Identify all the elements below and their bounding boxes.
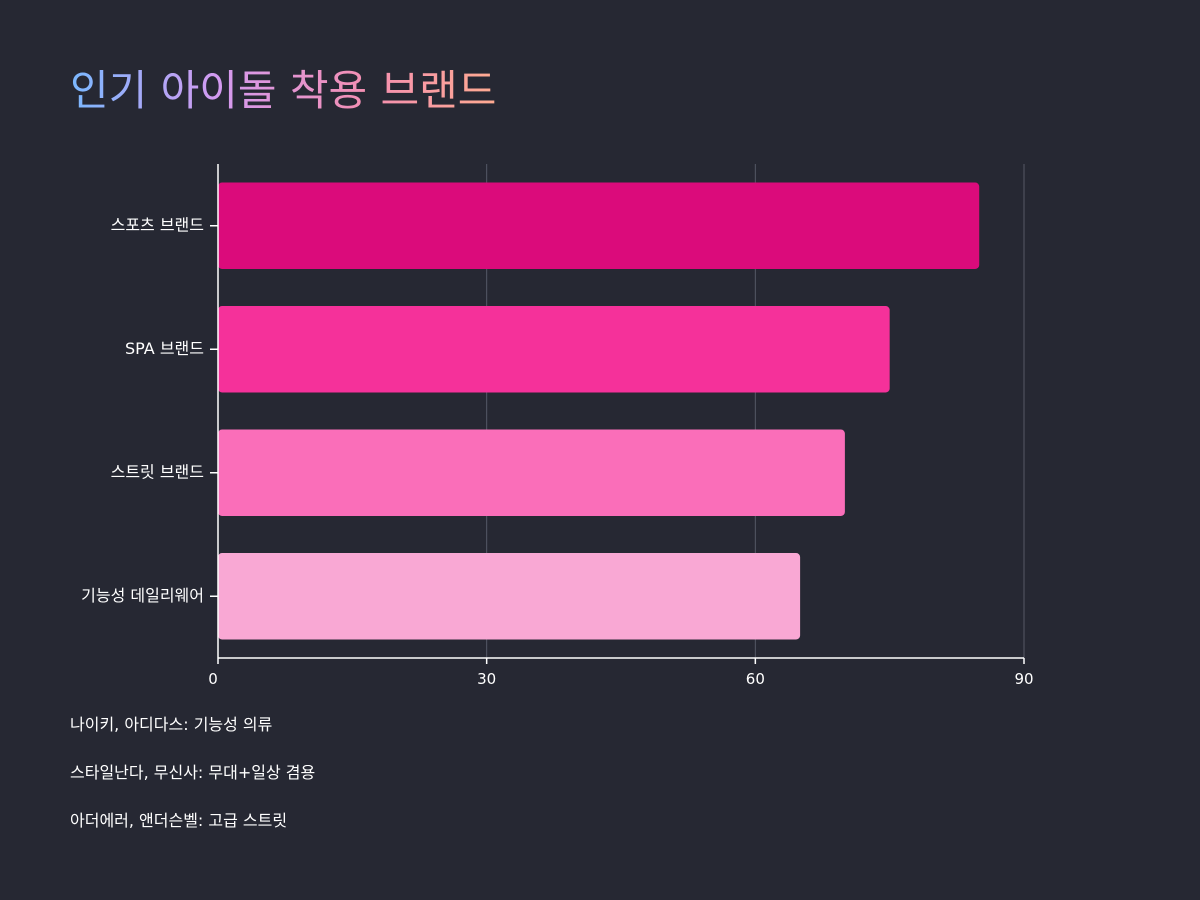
- note-3: 아더에러, 앤더슨벨: 고급 스트릿: [70, 811, 288, 830]
- bar-3: [218, 553, 801, 640]
- bar-0: [218, 182, 980, 269]
- x-ticks: 0 30 60 90: [208, 658, 1034, 688]
- bar-2: [218, 429, 845, 516]
- y-tick-label-2: 스트릿 브랜드: [111, 462, 204, 481]
- note-2: 스타일난다, 무신사: 무대+일상 겸용: [70, 763, 316, 782]
- y-tick-label-0: 스포츠 브랜드: [111, 215, 204, 234]
- bar-1: [218, 306, 890, 393]
- x-tick-label-0: 0: [208, 670, 218, 688]
- y-tick-label-3: 기능성 데일리웨어: [81, 586, 204, 605]
- x-tick-label-1: 30: [477, 670, 496, 688]
- x-tick-label-2: 60: [746, 670, 765, 688]
- y-tick-label-1: SPA 브랜드: [125, 339, 204, 358]
- bars: [218, 182, 980, 640]
- axes: [217, 164, 1024, 659]
- x-tick-label-3: 90: [1014, 670, 1033, 688]
- chart-title: 인기 아이돌 착용 브랜드: [70, 66, 496, 115]
- note-1: 나이키, 아디다스: 기능성 의류: [70, 715, 273, 734]
